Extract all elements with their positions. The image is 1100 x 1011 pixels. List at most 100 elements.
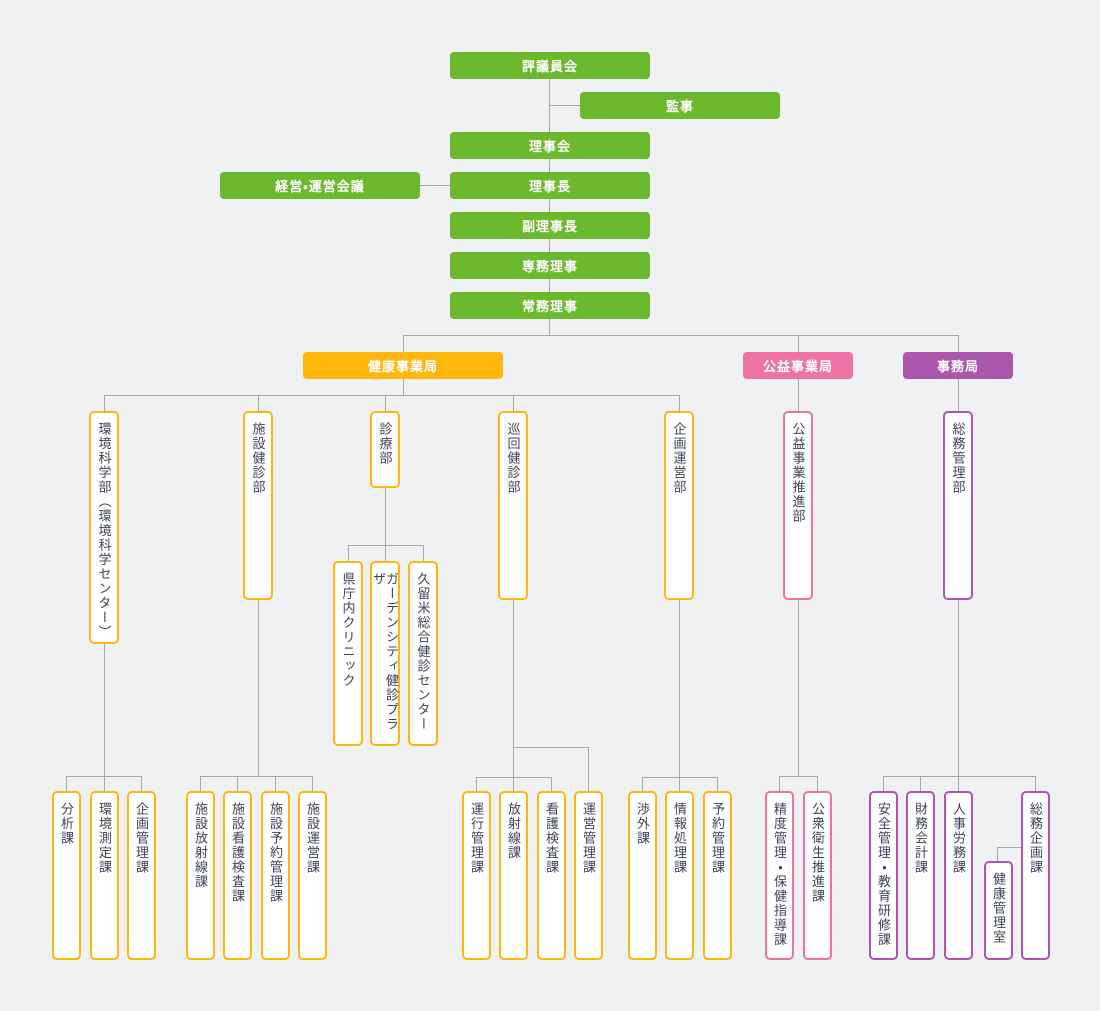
connector-line — [779, 776, 817, 777]
connector-line — [513, 395, 514, 411]
node-facility-radiology-section: 施設放射線課 — [186, 791, 215, 960]
connector-line — [513, 600, 514, 777]
node-general-affairs-planning-section: 総務企画課 — [1021, 791, 1050, 960]
connector-line — [679, 777, 680, 791]
node-planning-operations-dept: 企画運営部 — [664, 411, 694, 600]
node-operations-management-section: 運営管理課 — [574, 791, 603, 960]
connector-line — [549, 79, 550, 132]
node-safety-training-section: 安全管理・教育研修課 — [869, 791, 898, 960]
node-radiology-section: 放射線課 — [499, 791, 528, 960]
node-environmental-measurement-section: 環境測定課 — [90, 791, 119, 960]
connector-line — [258, 395, 259, 411]
connector-line — [883, 776, 1035, 777]
node-hr-labor-section: 人事労務課 — [944, 791, 973, 960]
node-public-interest-promotion-dept: 公益事業推進部 — [783, 411, 813, 600]
node-facility-reservation-section: 施設予約管理課 — [261, 791, 290, 960]
connector-line — [275, 776, 276, 791]
node-general-affairs-dept: 総務管理部 — [943, 411, 973, 600]
connector-line — [679, 395, 680, 411]
node-facility-operations-section: 施設運営課 — [298, 791, 327, 960]
node-quality-health-guidance-section: 精度管理・保健指導課 — [765, 791, 794, 960]
connector-line — [66, 776, 141, 777]
connector-line — [883, 776, 884, 791]
connector-line — [798, 335, 799, 352]
connector-line — [958, 776, 959, 791]
node-garden-city-checkup-plaza: ガーデンシティ健診プラザ — [370, 561, 400, 746]
connector-line — [642, 777, 717, 778]
connector-line — [420, 185, 450, 186]
connector-line — [798, 379, 799, 411]
connector-line — [817, 776, 818, 791]
connector-line — [958, 335, 959, 352]
connector-line — [588, 747, 589, 791]
connector-line — [104, 643, 105, 776]
connector-line — [997, 847, 1021, 848]
node-external-relations-section: 渉外課 — [628, 791, 657, 960]
node-executive-director: 常務理事 — [450, 292, 650, 319]
node-president: 理事長 — [450, 172, 650, 199]
connector-line — [385, 488, 386, 561]
connector-line — [403, 379, 404, 396]
connector-line — [958, 600, 959, 776]
connector-line — [549, 199, 550, 212]
node-kurume-checkup-center: 久留米総合健診センター — [408, 561, 438, 746]
node-senior-executive-director: 専務理事 — [450, 252, 650, 279]
node-facility-checkup-dept: 施設健診部 — [243, 411, 273, 600]
connector-line — [717, 777, 718, 791]
node-vice-president: 副理事長 — [450, 212, 650, 239]
node-auditors: 監事 — [580, 92, 780, 119]
connector-line — [200, 776, 201, 791]
node-facility-nursing-inspection-section: 施設看護検査課 — [223, 791, 252, 960]
connector-line — [348, 545, 349, 561]
node-public-hygiene-promotion-section: 公衆衛生推進課 — [803, 791, 832, 960]
connector-line — [798, 600, 799, 776]
node-reservation-management-section: 予約管理課 — [703, 791, 732, 960]
node-board-of-councillors: 評議員会 — [450, 52, 650, 79]
connector-line — [423, 545, 424, 561]
connector-line — [104, 776, 105, 791]
connector-line — [549, 159, 550, 172]
node-planning-management-section: 企画管理課 — [127, 791, 156, 960]
connector-line — [66, 776, 67, 791]
node-management-meeting: 経営・運営会議 — [220, 172, 420, 199]
connector-line — [997, 847, 998, 861]
connector-line — [141, 776, 142, 791]
node-health-business-bureau: 健康事業局 — [303, 352, 503, 379]
node-health-management-office: 健康管理室 — [984, 861, 1013, 960]
connector-line — [920, 776, 921, 791]
connector-line — [200, 776, 312, 777]
connector-line — [403, 335, 404, 352]
node-secretariat-bureau: 事務局 — [903, 352, 1013, 379]
connector-line — [104, 395, 679, 396]
connector-line — [348, 545, 423, 546]
connector-line — [104, 395, 105, 411]
connector-line — [549, 239, 550, 252]
connector-line — [513, 777, 514, 791]
connector-line — [549, 279, 550, 292]
connector-line — [476, 777, 477, 791]
node-transport-management-section: 運行管理課 — [462, 791, 491, 960]
connector-line — [958, 379, 959, 411]
node-information-processing-section: 情報処理課 — [665, 791, 694, 960]
node-board-of-directors: 理事会 — [450, 132, 650, 159]
connector-line — [550, 105, 580, 106]
connector-line — [403, 335, 958, 336]
connector-line — [237, 776, 238, 791]
connector-line — [551, 777, 552, 791]
node-public-interest-bureau: 公益事業局 — [743, 352, 853, 379]
connector-line — [312, 776, 313, 791]
connector-line — [258, 600, 259, 776]
connector-line — [679, 600, 680, 777]
connector-line — [513, 747, 588, 748]
connector-line — [1035, 776, 1036, 791]
connector-line — [476, 777, 551, 778]
node-finance-accounting-section: 財務会計課 — [906, 791, 935, 960]
connector-line — [549, 319, 550, 336]
node-analysis-section: 分析課 — [52, 791, 81, 960]
node-mobile-checkup-dept: 巡回健診部 — [498, 411, 528, 600]
node-medical-dept: 診療部 — [370, 411, 400, 488]
node-prefectural-office-clinic: 県庁内クリニック — [333, 561, 363, 746]
node-nursing-inspection-section: 看護検査課 — [537, 791, 566, 960]
connector-line — [385, 395, 386, 411]
